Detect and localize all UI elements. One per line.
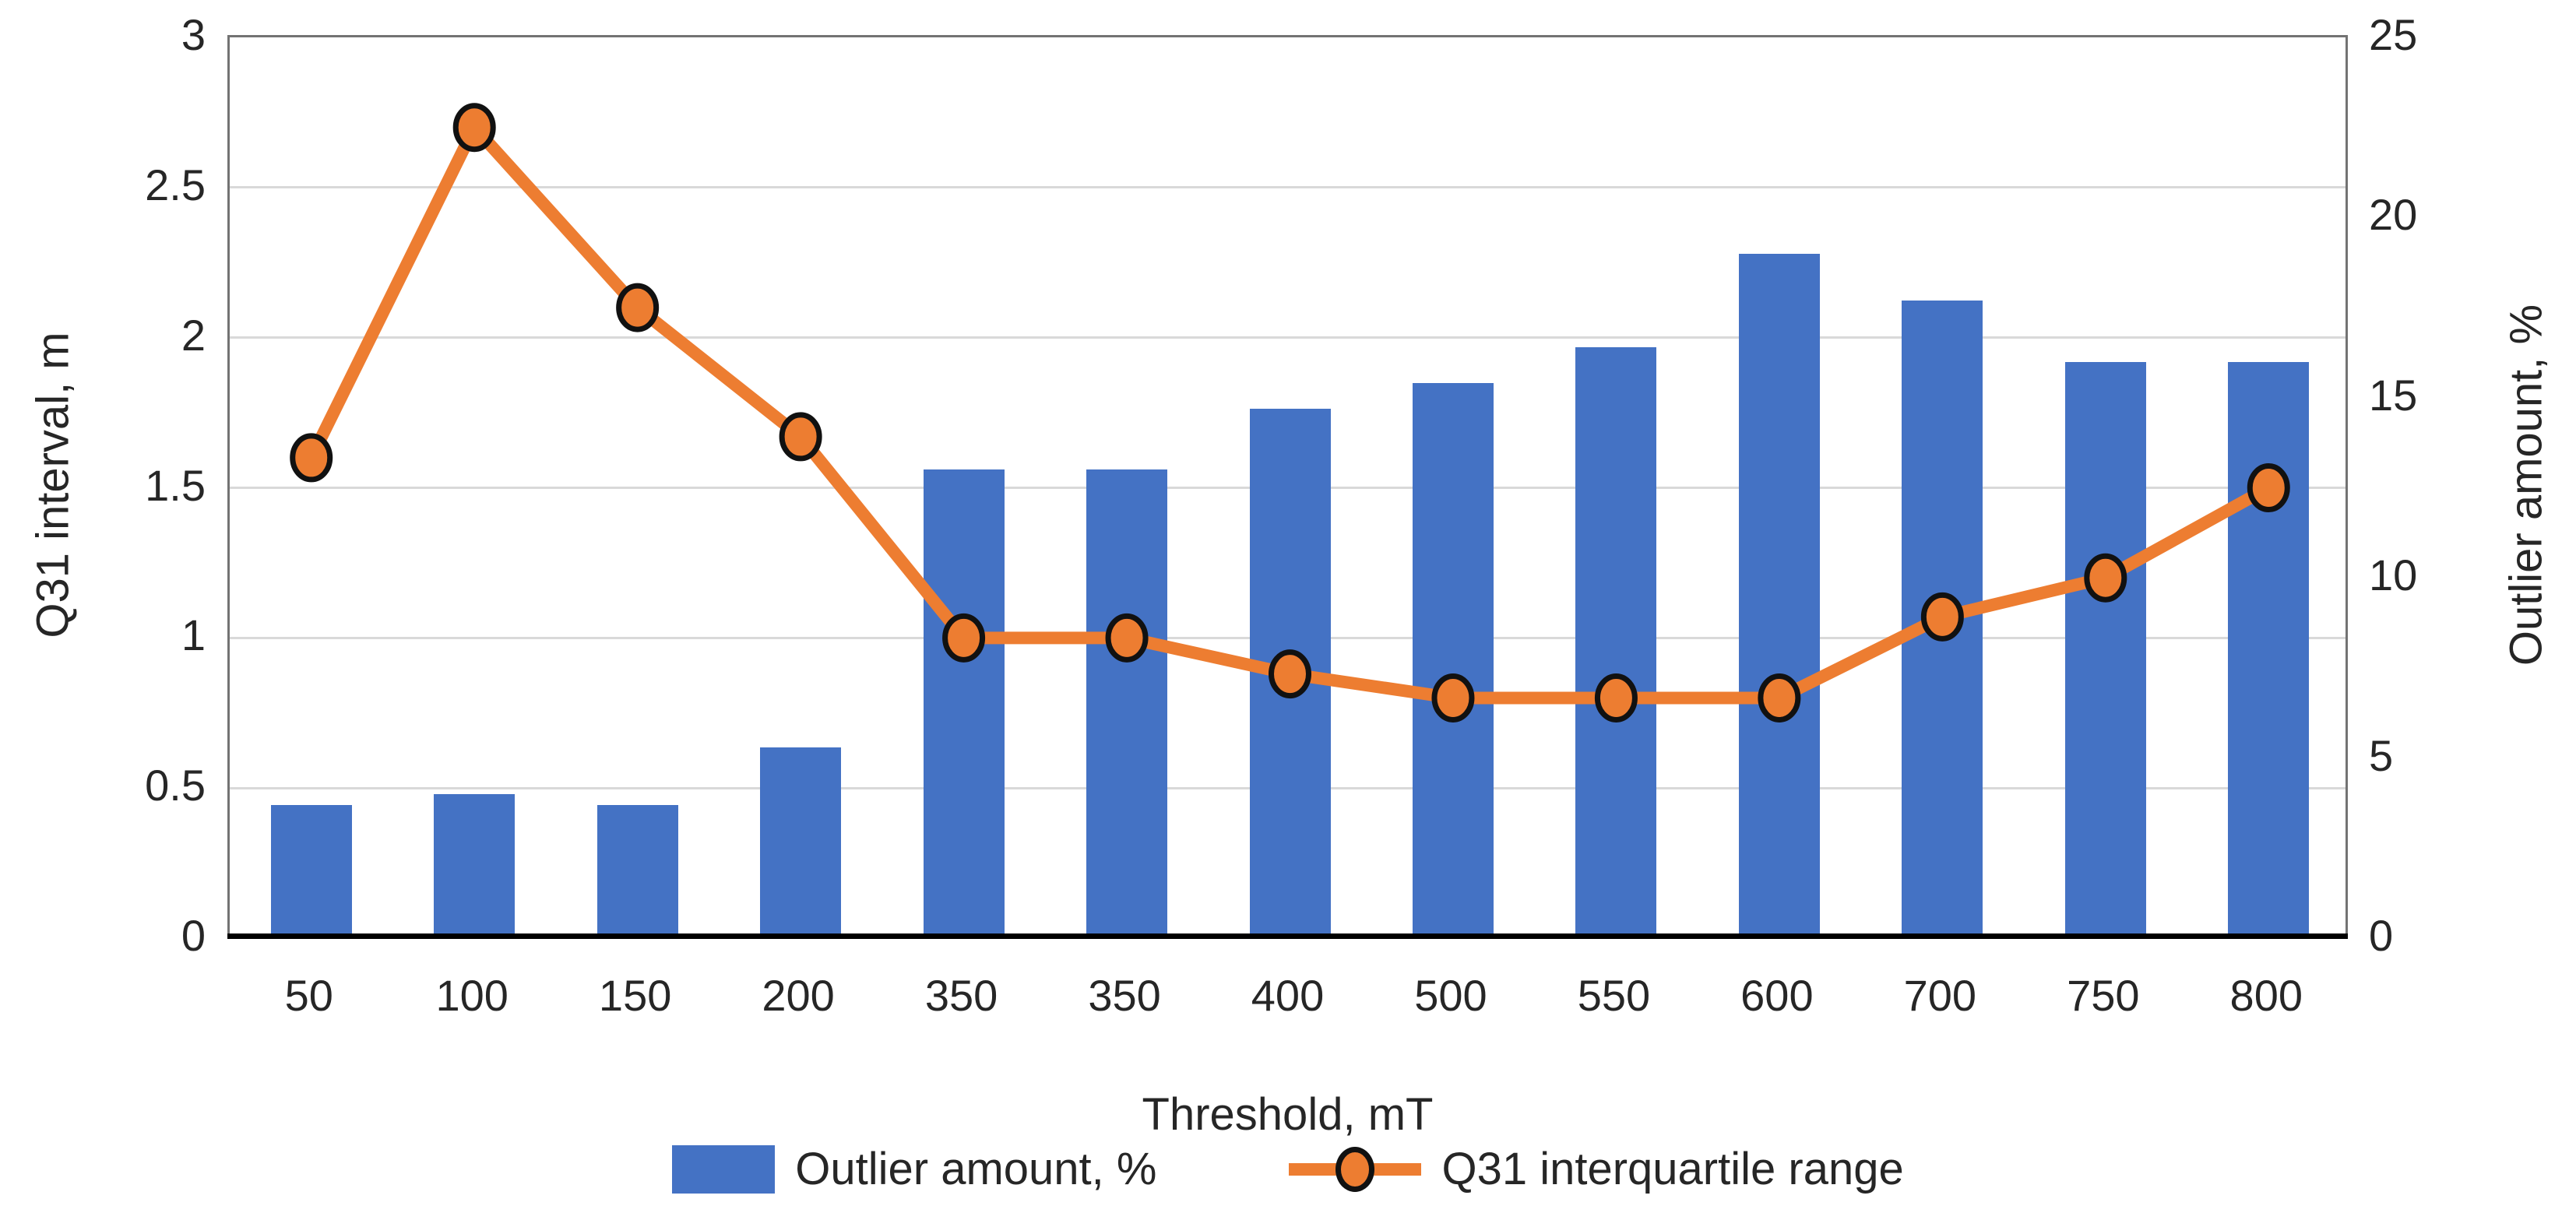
legend-item-line-series: Q31 interquartile range bbox=[1289, 1143, 1904, 1195]
bar-350 bbox=[1086, 469, 1168, 938]
x-tick-label-5: 350 bbox=[1088, 971, 1161, 1020]
right-tick-label: 25 bbox=[2369, 10, 2418, 59]
x-tick-label-1: 100 bbox=[435, 971, 509, 1020]
x-tick-label-12: 800 bbox=[2229, 971, 2303, 1020]
left-tick-label: 0 bbox=[181, 911, 206, 960]
left-tick-label: 2 bbox=[181, 310, 206, 360]
legend-label-bar-series: Outlier amount, % bbox=[795, 1144, 1157, 1194]
line-series-layer bbox=[290, 103, 2290, 723]
bar-200 bbox=[760, 747, 842, 938]
line-point-350 bbox=[1105, 613, 1149, 663]
gridline bbox=[230, 336, 2345, 339]
circle-marker-icon bbox=[1336, 1146, 1375, 1192]
line-point-50 bbox=[290, 433, 333, 483]
legend-item-bar-series: Outlier amount, % bbox=[672, 1143, 1156, 1195]
right-tick-label: 5 bbox=[2369, 730, 2394, 780]
right-tick-label: 10 bbox=[2369, 550, 2418, 600]
bar-600 bbox=[1738, 253, 1820, 938]
plot-area bbox=[227, 35, 2348, 938]
bar-500 bbox=[1412, 383, 1494, 938]
right-tick-label: 15 bbox=[2369, 370, 2418, 420]
line-point-350 bbox=[942, 613, 986, 663]
line-series-path bbox=[304, 121, 2275, 705]
bar-50 bbox=[270, 804, 352, 938]
line-point-600 bbox=[1758, 673, 1801, 723]
left-tick-label: 0.5 bbox=[145, 761, 206, 810]
x-tick-label-0: 50 bbox=[284, 971, 333, 1020]
x-tick-label-2: 150 bbox=[598, 971, 672, 1020]
line-point-800 bbox=[2247, 463, 2290, 512]
right-axis-title: Outlier amount, % bbox=[2500, 304, 2552, 666]
right-tick-label: 0 bbox=[2369, 911, 2394, 960]
right-tick-label: 20 bbox=[2369, 190, 2418, 240]
bar-750 bbox=[2064, 361, 2146, 938]
x-axis-title: Threshold, mT bbox=[1142, 1089, 1434, 1140]
x-tick-label-3: 200 bbox=[762, 971, 835, 1020]
x-tick-label-4: 350 bbox=[924, 971, 998, 1020]
x-tick-label-7: 500 bbox=[1414, 971, 1487, 1020]
bar-swatch-icon bbox=[672, 1144, 776, 1194]
left-tick-label: 2.5 bbox=[145, 160, 206, 209]
legend: Outlier amount, % Q31 interquartile rang… bbox=[0, 1143, 2576, 1195]
line-point-400 bbox=[1269, 649, 1311, 699]
line-point-150 bbox=[616, 283, 660, 332]
line-point-100 bbox=[452, 103, 496, 153]
line-point-700 bbox=[1920, 592, 1964, 642]
line-swatch-icon bbox=[1289, 1146, 1422, 1192]
bar-800 bbox=[2228, 361, 2310, 938]
line-point-750 bbox=[2084, 553, 2127, 603]
bar-100 bbox=[434, 793, 516, 938]
bar-550 bbox=[1575, 347, 1657, 938]
line-point-200 bbox=[779, 412, 822, 462]
left-tick-label: 3 bbox=[181, 10, 206, 59]
x-tick-label-8: 550 bbox=[1577, 971, 1651, 1020]
x-tick-label-10: 700 bbox=[1903, 971, 1977, 1020]
gridline bbox=[230, 186, 2345, 189]
x-tick-label-11: 750 bbox=[2067, 971, 2140, 1020]
bar-350 bbox=[923, 469, 1005, 938]
x-tick-label-6: 400 bbox=[1251, 971, 1325, 1020]
x-tick-label-9: 600 bbox=[1740, 971, 1814, 1020]
line-point-550 bbox=[1594, 673, 1638, 723]
legend-label-line-series: Q31 interquartile range bbox=[1441, 1144, 1904, 1194]
line-point-500 bbox=[1431, 673, 1475, 723]
left-tick-label: 1.5 bbox=[145, 460, 206, 510]
x-axis-line bbox=[227, 933, 2348, 939]
bar-150 bbox=[596, 804, 678, 938]
left-tick-label: 1 bbox=[181, 610, 206, 660]
